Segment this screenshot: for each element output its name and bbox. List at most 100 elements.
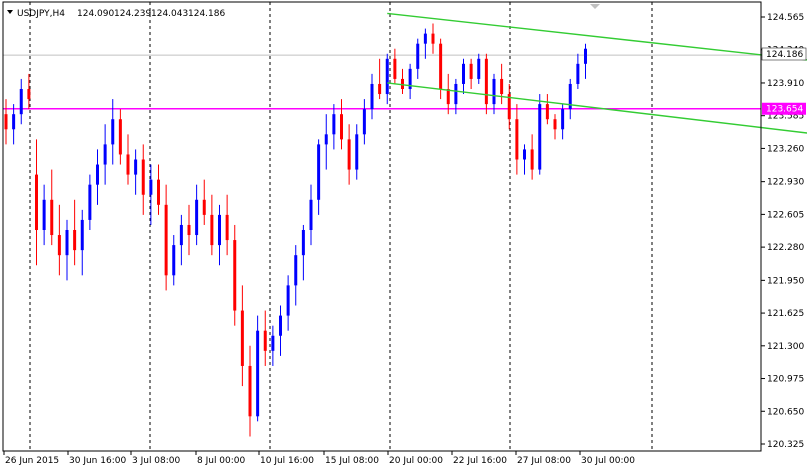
candle: [42, 184, 46, 246]
candle-body: [492, 78, 496, 105]
candle: [256, 315, 260, 422]
channel-lower-line[interactable]: [387, 82, 807, 195]
candle-body: [134, 159, 138, 175]
candle-body: [401, 78, 404, 90]
x-tick-label: 27 Jul 08:00: [517, 456, 571, 466]
candle-body: [118, 119, 122, 155]
candle-body: [271, 335, 275, 351]
channel-upper-line[interactable]: [387, 12, 807, 117]
candle: [286, 275, 290, 331]
candle: [324, 114, 328, 170]
candle: [149, 164, 153, 225]
y-tick-label: 122.280: [767, 243, 804, 253]
y-tick-label: 120.325: [767, 440, 804, 450]
candle: [530, 134, 534, 180]
candle: [317, 139, 321, 215]
candle: [561, 104, 565, 140]
candle-body: [462, 63, 465, 84]
candle-body: [530, 149, 534, 170]
candle-body: [111, 119, 115, 145]
candle-body: [187, 224, 191, 236]
candle: [454, 78, 458, 115]
candle-body: [42, 199, 46, 230]
candle-body: [309, 199, 313, 230]
candle: [210, 194, 214, 256]
candle: [355, 124, 359, 180]
candle-body: [454, 83, 458, 105]
candle: [401, 68, 404, 95]
candle-body: [408, 68, 412, 90]
x-tick-label: 15 Jul 08:00: [325, 456, 379, 466]
candle: [218, 204, 221, 266]
candle-body: [172, 245, 176, 276]
candle-body: [294, 255, 298, 286]
candle: [271, 325, 275, 366]
candle-body: [35, 174, 38, 230]
ohlc-low: 124.043: [151, 9, 188, 19]
candle: [538, 94, 542, 175]
candle: [393, 48, 397, 84]
candle: [88, 174, 92, 230]
candle: [96, 149, 99, 205]
candle: [202, 179, 206, 225]
y-tick-label: 120.650: [767, 407, 804, 417]
candle: [225, 194, 229, 256]
candle: [500, 63, 504, 105]
candle: [248, 345, 252, 437]
candle: [164, 184, 168, 291]
candle-body: [385, 58, 389, 95]
candle-body: [477, 58, 481, 79]
candle-body: [96, 164, 99, 185]
candle-body: [317, 144, 321, 200]
candle: [65, 219, 69, 281]
candle: [477, 53, 481, 84]
candle: [584, 43, 587, 79]
candle-body: [423, 33, 427, 44]
current-price-label: 124.186: [766, 50, 803, 60]
candle: [446, 73, 450, 115]
ohlc-open: 124.090: [77, 9, 114, 19]
candle-body: [65, 229, 69, 256]
y-tick-label: 121.950: [767, 276, 804, 286]
candle-body: [210, 214, 214, 246]
candle-body: [164, 204, 168, 276]
candle: [73, 199, 77, 266]
candle-body: [195, 199, 199, 236]
y-tick-label: 123.910: [767, 79, 804, 89]
candle-body: [378, 83, 382, 95]
candle-body: [523, 149, 526, 160]
candle: [484, 53, 488, 115]
candle-body: [538, 104, 542, 170]
candle-body: [561, 109, 565, 130]
candle-body: [248, 365, 252, 417]
candle: [35, 139, 38, 266]
candle: [195, 184, 199, 246]
candle: [545, 94, 549, 125]
candle-body: [484, 58, 488, 105]
grid-lines: [29, 2, 653, 451]
x-tick-label: 26 Jun 2015: [5, 456, 59, 466]
candle-body: [256, 330, 260, 417]
candle: [492, 73, 496, 115]
shift-marker-icon[interactable]: [590, 4, 600, 9]
candle-body: [324, 134, 328, 145]
candle-body: [507, 94, 511, 120]
hline-price-label-bg: [762, 102, 806, 115]
candle-body: [179, 224, 183, 246]
candle: [111, 99, 115, 165]
x-tick-label: 22 Jul 16:00: [453, 456, 507, 466]
candle: [134, 149, 138, 195]
candle-body: [340, 114, 343, 140]
candle: [172, 235, 176, 286]
x-tick-label: 30 Jun 16:00: [69, 456, 126, 466]
candle: [370, 73, 374, 120]
candle-body: [355, 134, 359, 170]
dropdown-triangle-icon[interactable]: [7, 10, 13, 14]
ohlc-high: 124.239: [114, 9, 151, 19]
candle: [423, 28, 427, 59]
candle-body: [57, 235, 61, 256]
candle: [568, 78, 572, 120]
